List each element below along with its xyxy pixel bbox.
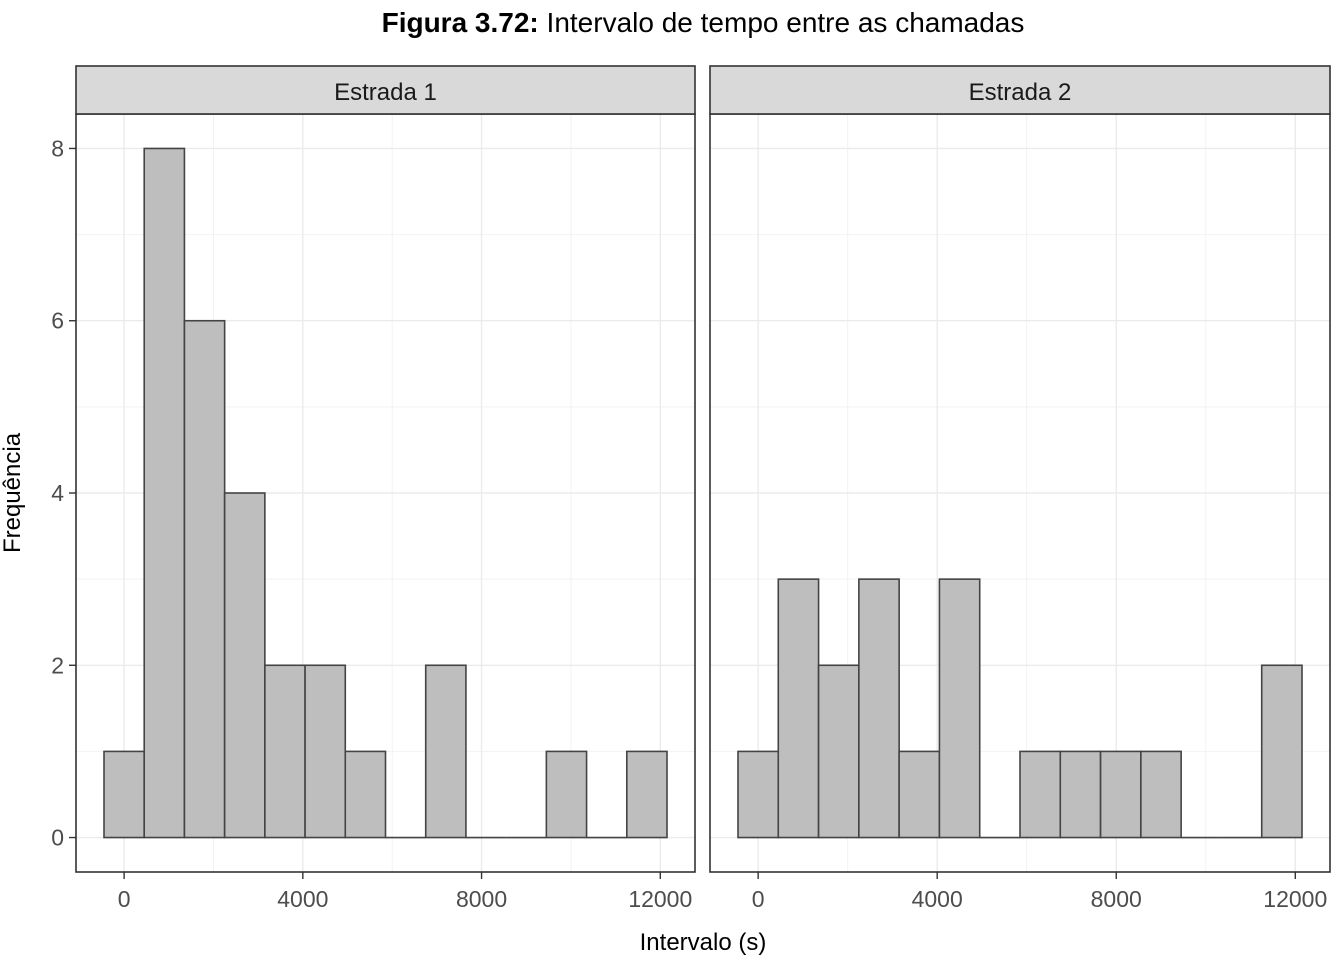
facet-strip xyxy=(709,65,1331,115)
y-tick-label: 0 xyxy=(51,825,64,851)
y-tick-label: 8 xyxy=(51,135,64,161)
histogram-bar xyxy=(103,750,146,839)
histogram-bar xyxy=(1140,750,1182,839)
facet-strip xyxy=(75,65,696,115)
facet-strip-label: Estrada 2 xyxy=(969,79,1072,106)
histogram-bar xyxy=(625,750,668,839)
x-tick-label: 12000 xyxy=(1263,886,1327,912)
x-tick-label: 0 xyxy=(752,886,765,912)
histogram-bar xyxy=(1260,664,1303,839)
x-tick-label: 4000 xyxy=(277,886,328,912)
facet-strip-label: Estrada 1 xyxy=(334,79,437,106)
facet-panels: Estrada 1 0 4000 8000 12000 Estrada 2 0 4000 800… xyxy=(75,65,1331,912)
histogram-bar xyxy=(223,492,266,839)
histogram-bar xyxy=(777,578,820,839)
x-axis-label: Intervalo (s) xyxy=(640,929,767,956)
histogram-bar xyxy=(143,147,186,839)
facet-panel-1: Estrada 1 0 4000 8000 12000 xyxy=(75,65,696,912)
y-tick-label: 6 xyxy=(51,308,64,334)
histogram-bar xyxy=(264,664,306,839)
y-axis: 0 2 4 6 8 xyxy=(51,135,76,851)
histogram-bar xyxy=(938,578,981,839)
histogram-bar xyxy=(344,750,387,839)
histogram-bar xyxy=(183,319,226,839)
x-tick-label: 4000 xyxy=(912,886,963,912)
x-tick-label: 12000 xyxy=(628,886,692,912)
histogram-bar xyxy=(1019,750,1062,839)
x-tick-label: 0 xyxy=(118,886,131,912)
histogram-bar xyxy=(424,664,467,839)
chart-title: Figura 3.72: Intervalo de tempo entre as… xyxy=(382,7,1025,38)
chart-title-text: Intervalo de tempo entre as chamadas xyxy=(547,7,1025,38)
histogram-bar xyxy=(304,664,347,839)
histogram-bar xyxy=(737,750,780,839)
y-tick-label: 2 xyxy=(51,652,64,678)
facet-panel-2: Estrada 2 0 4000 8000 12000 xyxy=(709,65,1331,912)
histogram-bar xyxy=(817,664,860,839)
histogram-bar xyxy=(545,750,588,839)
x-tick-label: 8000 xyxy=(1091,886,1142,912)
histogram-bar xyxy=(898,750,941,839)
histogram-bar xyxy=(1099,750,1142,839)
y-tick-label: 4 xyxy=(51,480,64,506)
histogram-bar xyxy=(858,578,900,839)
x-tick-label: 8000 xyxy=(456,886,507,912)
chart-title-prefix: Figura 3.72: xyxy=(382,7,539,38)
y-axis-label: Frequência xyxy=(0,432,26,553)
histogram-bar xyxy=(1059,750,1102,839)
